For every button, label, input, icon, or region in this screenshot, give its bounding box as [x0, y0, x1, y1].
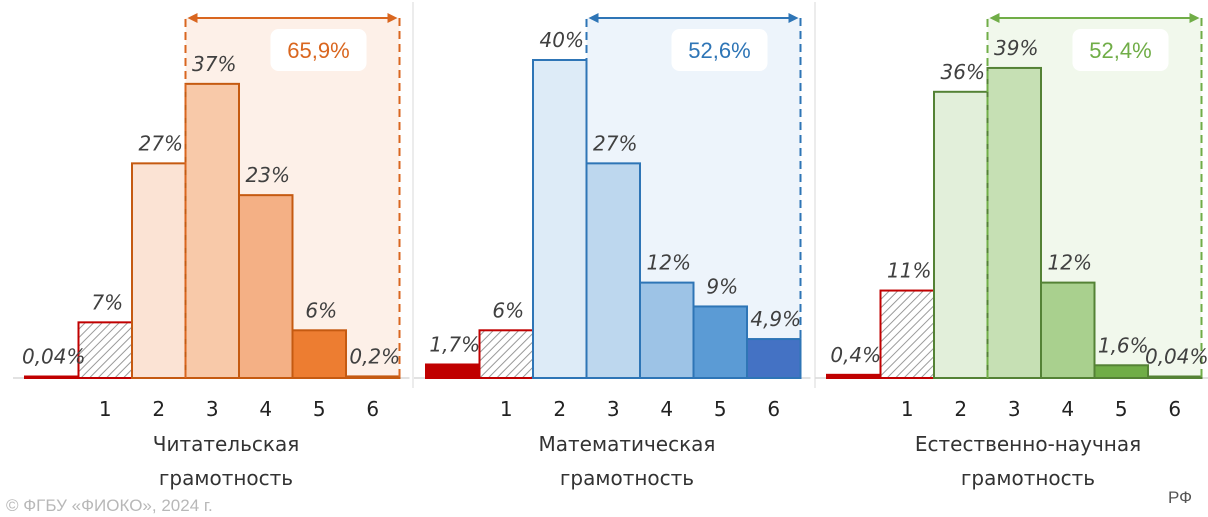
tick-label-4: 4 — [1061, 397, 1074, 421]
value-label-2: 36% — [941, 60, 985, 84]
value-label-3: 27% — [593, 131, 637, 155]
tick-label-1: 1 — [901, 397, 914, 421]
bar-level-2 — [933, 90, 989, 380]
value-label-4: 12% — [647, 251, 691, 275]
bar-level-6 — [1147, 375, 1203, 379]
bar-level-2 — [532, 59, 588, 379]
value-label-2: 27% — [139, 131, 183, 155]
bracket-dashed-lines — [184, 18, 401, 378]
total-label: 65,9% — [287, 38, 349, 63]
tick-label-6: 6 — [1168, 397, 1181, 421]
panel-title-line: грамотность — [159, 466, 293, 490]
tick-label-5: 5 — [1115, 397, 1128, 421]
bar-level-5 — [692, 305, 748, 380]
bracket-dashed-lines — [986, 18, 1203, 378]
total-label: 52,4% — [1089, 38, 1151, 63]
tick-label-4: 4 — [259, 397, 272, 421]
value-label-1: 7% — [91, 290, 123, 314]
tick-label-2: 2 — [553, 397, 566, 421]
total-label: 52,6% — [688, 38, 750, 63]
bar-level-3 — [184, 82, 240, 379]
tick-label-3: 3 — [1008, 397, 1021, 421]
bar-level-0 — [24, 375, 80, 379]
tick-label-2: 2 — [152, 397, 165, 421]
bar-level-5 — [291, 329, 347, 379]
total-label-box — [270, 29, 367, 71]
tick-label-2: 2 — [954, 397, 967, 421]
tick-label-5: 5 — [313, 397, 326, 421]
panel-2: 52,6% 1,7% 6% 40% 27% 12% 9% 4,9% 1 2 3 4 5 6 Математи… — [414, 13, 811, 490]
tick-label-3: 3 — [607, 397, 620, 421]
value-label-3: 37% — [192, 52, 236, 76]
value-label-1: 11% — [887, 259, 931, 283]
bar-level-4 — [639, 281, 695, 380]
bar-level-0 — [425, 363, 481, 379]
tick-label-5: 5 — [714, 397, 727, 421]
value-label-5: 6% — [305, 298, 337, 322]
tick-label-4: 4 — [660, 397, 673, 421]
panel-title-line: грамотность — [560, 466, 694, 490]
tick-label-1: 1 — [99, 397, 112, 421]
value-label-5: 9% — [706, 274, 738, 298]
bar-level-3 — [585, 162, 641, 379]
value-label-4: 23% — [246, 163, 290, 187]
bar-level-3 — [986, 66, 1042, 379]
bracket-dashed-lines — [585, 18, 802, 378]
tick-label-3: 3 — [206, 397, 219, 421]
panel-3: 52,4% 0,4% 11% 36% 39% 12% 1,6%0,04% 1 2 3 4 5 6 Есте… — [815, 13, 1208, 490]
value-label-5: 1,6% — [1098, 333, 1149, 357]
bar-level-6 — [345, 375, 401, 380]
tick-label-1: 1 — [500, 397, 513, 421]
panel-title-line: Математическая — [539, 432, 716, 456]
bar-level-5 — [1093, 364, 1149, 379]
value-label-3: 39% — [994, 36, 1038, 60]
total-label-box — [1072, 29, 1169, 71]
value-label-6: 0,04% — [1145, 345, 1208, 369]
bar-level-6 — [746, 338, 802, 380]
total-label-box — [671, 29, 768, 71]
value-label-0: 0,4% — [830, 343, 881, 367]
region-label: РФ — [1168, 488, 1192, 507]
tick-label-6: 6 — [366, 397, 379, 421]
value-label-2: 40% — [540, 28, 584, 52]
value-label-1: 6% — [492, 298, 524, 322]
bar-level-4 — [1040, 281, 1096, 380]
bar-level-1 — [879, 289, 935, 379]
copyright-text: © ФГБУ «ФИОКО», 2024 г. — [6, 496, 213, 515]
value-label-4: 12% — [1048, 251, 1092, 275]
bar-level-4 — [238, 194, 294, 379]
panel-title-line: Естественно-научная — [915, 432, 1141, 456]
value-label-0: 1,7% — [429, 332, 480, 356]
tick-label-6: 6 — [767, 397, 780, 421]
panel-title-line: грамотность — [961, 466, 1095, 490]
value-label-0: 0,04% — [22, 345, 86, 369]
panel-1: 65,9% 0,04% 7% 27% 37% 23% 6% 0,2% 1 2 3 4 5 6 Читател… — [13, 13, 410, 490]
bar-level-2 — [131, 162, 187, 379]
bar-level-1 — [478, 329, 534, 379]
bar-level-1 — [77, 321, 133, 380]
panel-title-line: Читательская — [153, 432, 300, 456]
value-label-6: 0,2% — [349, 344, 400, 368]
value-label-6: 4,9% — [750, 307, 801, 331]
bar-level-0 — [826, 373, 882, 380]
